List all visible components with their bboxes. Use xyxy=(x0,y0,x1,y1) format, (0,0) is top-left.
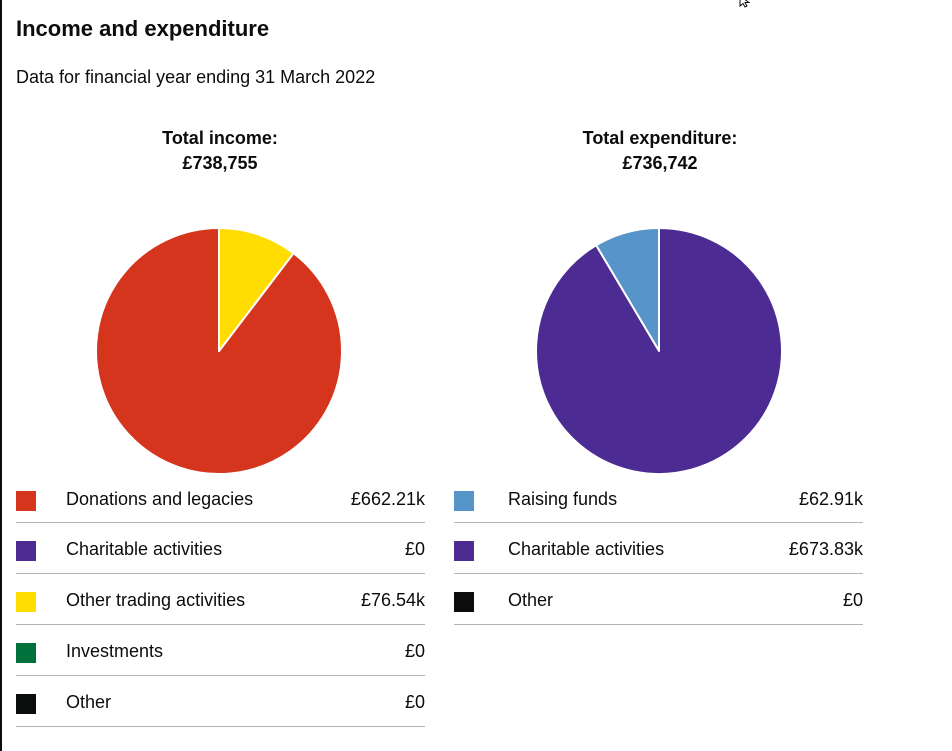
legend-swatch xyxy=(16,541,36,561)
legend-label: Other xyxy=(508,590,554,610)
expenditure-legend: Raising funds £62.91k Charitable activitie… xyxy=(454,473,863,625)
expenditure-total-title: Total expenditure: xyxy=(582,128,738,148)
legend-row: Charitable activities £0 xyxy=(16,523,425,574)
income-total-value: £738,755 xyxy=(182,153,258,173)
mouse-cursor-icon xyxy=(739,0,751,8)
pie-slice xyxy=(218,227,295,352)
expenditure-chart: Total expenditure: £736,742 xyxy=(470,126,850,475)
legend-label: Donations and legacies xyxy=(66,489,254,509)
pie-slice xyxy=(535,227,783,475)
legend-row: Raising funds £62.91k xyxy=(454,473,863,523)
legend-row: Other £0 xyxy=(454,574,863,625)
legend-value: £0 xyxy=(404,692,425,712)
legend-swatch xyxy=(16,491,36,511)
legend-value: £0 xyxy=(404,539,425,559)
income-total-title: Total income: xyxy=(162,128,278,148)
legend-row: Charitable activities £673.83k xyxy=(454,523,863,574)
legend-label: Other xyxy=(66,692,112,712)
section-subtitle: Data for financial year ending 31 March … xyxy=(16,67,376,87)
legend-swatch xyxy=(454,491,474,511)
legend-value: £662.21k xyxy=(350,489,425,509)
expenditure-total-value: £736,742 xyxy=(622,153,698,173)
legend-row: Donations and legacies £662.21k xyxy=(16,473,425,523)
legend-row: Other trading activities £76.54k xyxy=(16,574,425,625)
legend-row: Other £0 xyxy=(16,676,425,727)
income-chart: Total income: £738,755 xyxy=(30,126,410,475)
legend-label: Raising funds xyxy=(508,489,618,509)
legend-value: £673.83k xyxy=(788,539,863,559)
legend-swatch xyxy=(454,592,474,612)
legend-value: £0 xyxy=(404,641,425,661)
legend-label: Charitable activities xyxy=(66,539,223,559)
legend-value: £76.54k xyxy=(360,590,425,610)
income-legend: Donations and legacies £662.21k Charitable… xyxy=(16,473,425,727)
left-border xyxy=(0,0,2,751)
legend-swatch xyxy=(16,643,36,663)
section-title: Income and expenditure xyxy=(16,16,270,41)
legend-row: Investments £0 xyxy=(16,625,425,676)
legend-swatch xyxy=(16,694,36,714)
income-pie xyxy=(95,227,343,475)
legend-label: Investments xyxy=(66,641,164,661)
legend-value: £62.91k xyxy=(798,489,863,509)
legend-label: Other trading activities xyxy=(66,590,246,610)
legend-value: £0 xyxy=(842,590,863,610)
expenditure-pie xyxy=(535,227,783,475)
legend-swatch xyxy=(16,592,36,612)
legend-swatch xyxy=(454,541,474,561)
legend-label: Charitable activities xyxy=(508,539,665,559)
